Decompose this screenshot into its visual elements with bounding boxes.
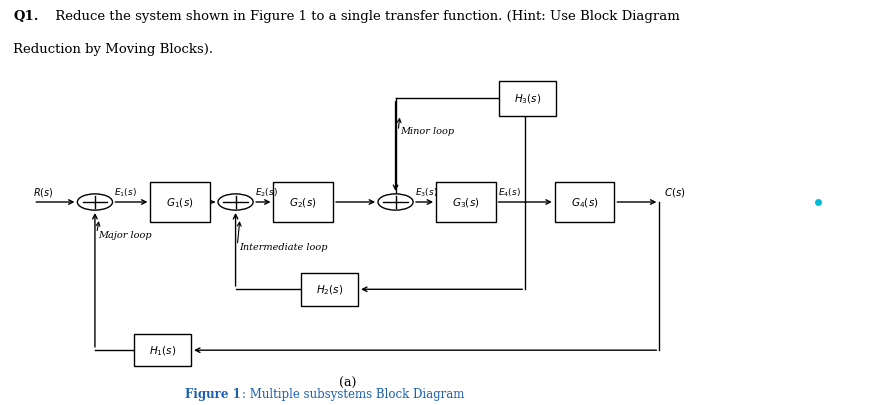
Text: $E_2(s)$: $E_2(s)$: [255, 186, 277, 199]
Text: Reduction by Moving Blocks).: Reduction by Moving Blocks).: [13, 43, 213, 55]
Bar: [150, 182, 210, 223]
Bar: [499, 82, 556, 117]
Text: $H_2(s)$: $H_2(s)$: [315, 283, 343, 296]
Text: $G_1(s)$: $G_1(s)$: [166, 196, 194, 209]
Text: Q1.: Q1.: [13, 10, 39, 23]
Text: $H_3(s)$: $H_3(s)$: [513, 92, 541, 106]
Text: $E_1(s)$: $E_1(s)$: [114, 186, 137, 199]
Circle shape: [378, 194, 413, 211]
Text: : Multiple subsystems Block Diagram: : Multiple subsystems Block Diagram: [241, 387, 464, 400]
Text: $G_3(s)$: $G_3(s)$: [451, 196, 479, 209]
Bar: [300, 273, 358, 306]
Text: $H_1(s)$: $H_1(s)$: [148, 343, 176, 357]
Text: Figure 1: Figure 1: [184, 387, 240, 400]
Text: $G_4(s)$: $G_4(s)$: [570, 196, 598, 209]
Text: $C(s)$: $C(s)$: [663, 186, 685, 199]
Text: $E_3(s)$: $E_3(s)$: [414, 186, 437, 199]
Text: Reduce the system shown in Figure 1 to a single transfer function. (Hint: Use Bl: Reduce the system shown in Figure 1 to a…: [51, 10, 679, 23]
Circle shape: [77, 194, 112, 211]
Bar: [554, 182, 614, 223]
Text: Minor loop: Minor loop: [399, 127, 454, 136]
Text: (a): (a): [338, 376, 356, 389]
Circle shape: [218, 194, 253, 211]
Bar: [435, 182, 495, 223]
Text: $G_2(s)$: $G_2(s)$: [289, 196, 317, 209]
Text: Major loop: Major loop: [98, 230, 152, 239]
Bar: [273, 182, 333, 223]
Text: $R(s)$: $R(s)$: [33, 186, 54, 199]
Text: Intermediate loop: Intermediate loop: [239, 242, 327, 251]
Bar: [133, 334, 191, 367]
Text: $E_4(s)$: $E_4(s)$: [497, 186, 520, 199]
